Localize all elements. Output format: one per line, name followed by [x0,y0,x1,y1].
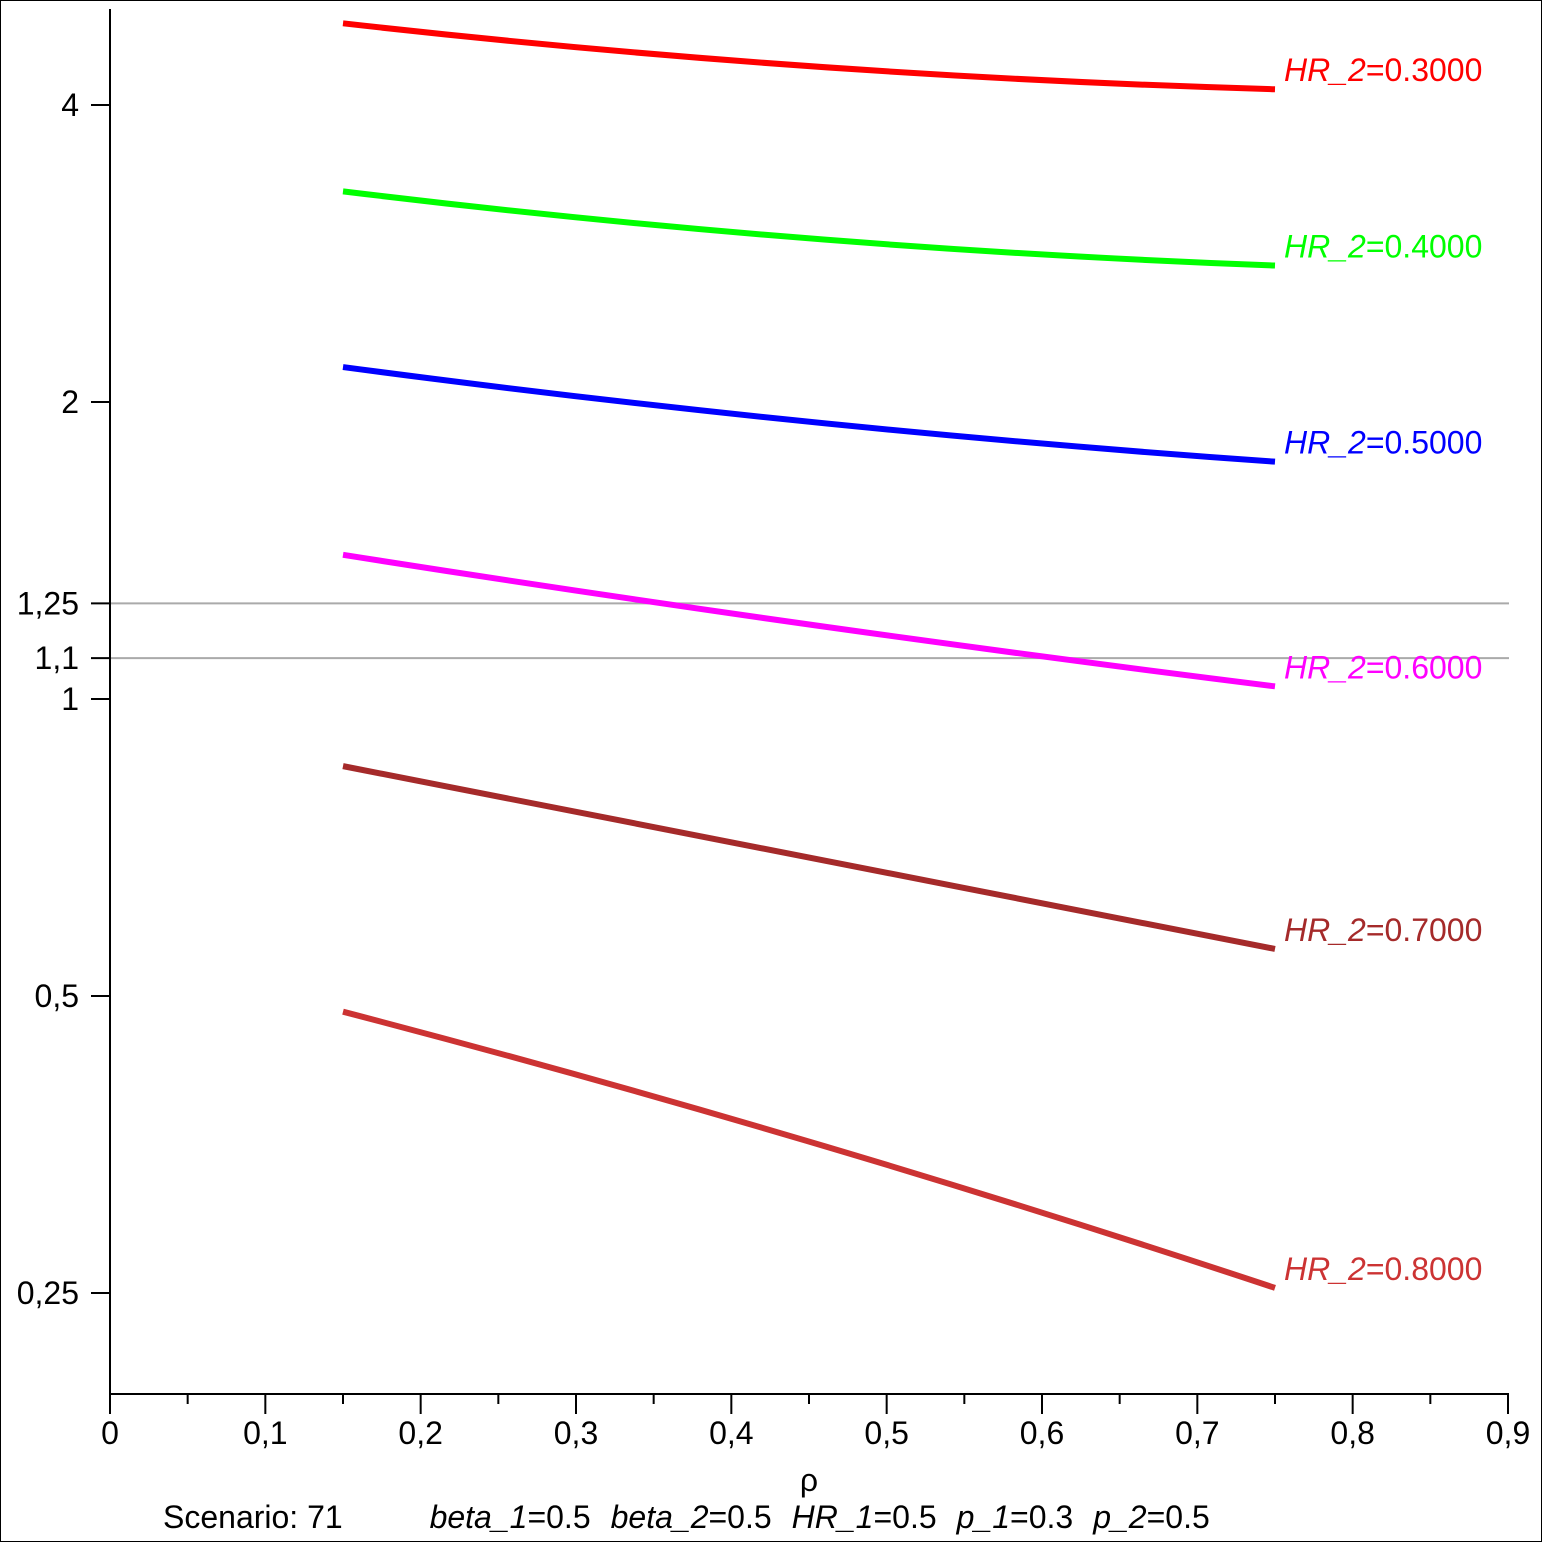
x-tick-label: 0,9 [1486,1415,1530,1451]
caption-param-eq: = [1147,1499,1166,1535]
y-tick-label: 2 [61,384,79,420]
series-line [342,1008,1276,1291]
y-tick-label: 4 [61,87,79,123]
series-label-name: HR_2 [1284,425,1366,461]
x-tick-label: 0,6 [1020,1415,1064,1451]
series-label-name: HR_2 [1284,1251,1366,1287]
series-label-value: 0.7000 [1385,912,1483,948]
series-label: HR_2=0.4000 [1284,229,1482,265]
series-label-name: HR_2 [1284,649,1366,685]
y-tick-label: 1,25 [17,585,79,621]
x-tick-label: 0,8 [1330,1415,1374,1451]
caption-param-name: HR_1 [792,1499,874,1535]
x-tick-label: 0,7 [1175,1415,1219,1451]
caption-param-name: beta_1 [430,1499,528,1535]
series-label-eq: = [1366,1251,1385,1287]
caption-param-value: 0.3 [1029,1499,1073,1535]
caption-param-name: beta_2 [611,1499,709,1535]
caption-param-eq: = [873,1499,892,1535]
caption-param-eq: = [1010,1499,1029,1535]
series-label-name: HR_2 [1284,229,1366,265]
series-label-eq: = [1366,229,1385,265]
y-ticks: 4 2 1,25 1,1 1 0,5 0,25 [17,87,110,1311]
series-label-name: HR_2 [1284,52,1366,88]
x-tick-label: 0,2 [398,1415,442,1451]
x-tick-label: 0,4 [709,1415,753,1451]
series-line [342,364,1276,465]
series-label-eq: = [1366,425,1385,461]
series-label: HR_2=0.3000 [1284,52,1482,88]
x-tick-label: 0,5 [864,1415,908,1451]
y-tick-label: 1,1 [35,640,79,676]
series-line [342,551,1276,690]
x-tick-label: 0 [101,1415,119,1451]
series-label: HR_2=0.8000 [1284,1251,1482,1287]
caption-param-name: p_2 [1092,1499,1147,1535]
series-label-value: 0.6000 [1385,649,1483,685]
series-label-value: 0.8000 [1385,1251,1483,1287]
caption-param-name: p_1 [956,1499,1010,1535]
x-ticks: 0 0,1 0,2 0,3 0,4 0,5 0,6 0,7 0,8 0,9 [101,1394,1530,1451]
x-tick-label: 0,1 [243,1415,287,1451]
scenario-label: Scenario: 71 [163,1499,343,1535]
caption: Scenario: 71 beta_1=0.5 beta_2=0.5 HR_1=0.… [163,1499,1210,1535]
caption-param-value: 0.5 [546,1499,590,1535]
series-line [342,20,1276,93]
caption-param-value: 0.5 [1165,1499,1209,1535]
series-label-value: 0.4000 [1385,229,1483,265]
caption-param-eq: = [527,1499,546,1535]
y-tick-label: 0,5 [35,978,79,1014]
series-label-eq: = [1366,912,1385,948]
series-label-eq: = [1366,52,1385,88]
caption-param-value: 0.5 [727,1499,771,1535]
caption-param-eq: = [708,1499,727,1535]
series-label: HR_2=0.7000 [1284,912,1482,948]
y-tick-label: 0,25 [17,1275,79,1311]
caption-param-value: 0.5 [892,1499,936,1535]
series-label-name: HR_2 [1284,912,1366,948]
y-tick-label: 1 [61,681,79,717]
series-label: HR_2=0.6000 [1284,649,1482,685]
series-label-value: 0.3000 [1385,52,1483,88]
series-labels: HR_2=0.3000HR_2=0.4000HR_2=0.5000HR_2=0.… [1284,52,1482,1287]
series-label-eq: = [1366,649,1385,685]
series-label-value: 0.5000 [1385,425,1483,461]
series-line [342,188,1276,269]
reference-lines [110,602,1509,660]
x-axis-label: ρ [800,1462,818,1498]
series-line [342,763,1276,952]
x-tick-label: 0,3 [554,1415,598,1451]
series-label: HR_2=0.5000 [1284,425,1482,461]
series-lines [342,20,1276,1291]
